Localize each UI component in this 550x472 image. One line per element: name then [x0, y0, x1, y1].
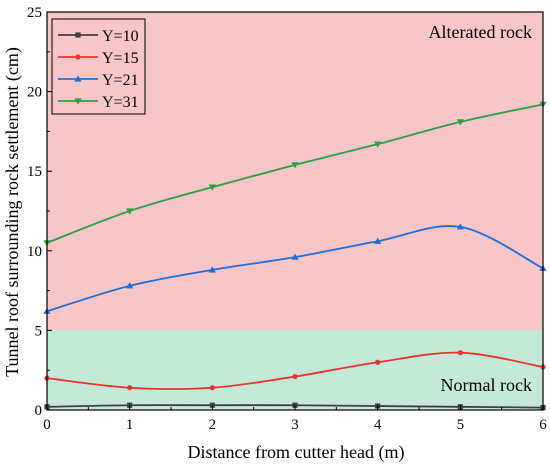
- tick-labels: 0 1 2 3 4 5 6 0 5 10 15 20 25: [27, 5, 547, 433]
- legend-item: Y=21: [58, 72, 139, 89]
- y-tick-label: 0: [35, 403, 43, 419]
- legend-label: Y=31: [102, 94, 139, 111]
- axes: [46, 11, 544, 411]
- data-point: [291, 253, 299, 260]
- y-tick-label: 10: [27, 244, 42, 260]
- data-point: [208, 184, 216, 191]
- y-tick-label: 15: [27, 164, 42, 180]
- data-point: [374, 237, 382, 244]
- x-axis-title: Distance from cutter head (m): [188, 442, 405, 463]
- legend-marker: [74, 75, 82, 82]
- y-tick-label: 25: [27, 5, 42, 21]
- y-axis-title: Tunnel roof surrounding rock settlement …: [2, 47, 23, 377]
- legend-label: Y=15: [102, 50, 139, 67]
- data-point: [456, 223, 464, 230]
- data-point: [291, 162, 299, 169]
- legend-item: Y=10: [58, 28, 139, 45]
- y-tick-label: 5: [35, 323, 43, 339]
- legend: Y=10 Y=15 Y=21 Y=31: [51, 18, 146, 115]
- region-alterated-rock: [47, 12, 543, 331]
- legend-item: Y=15: [58, 50, 139, 67]
- data-point: [457, 350, 463, 356]
- series-y-15: [44, 350, 546, 391]
- legend-marker: [75, 32, 81, 38]
- legend-marker: [74, 98, 82, 105]
- data-point: [374, 141, 382, 148]
- x-tick-label: 6: [539, 417, 547, 433]
- region-normal-rock: [47, 330, 543, 410]
- legend-label: Y=21: [102, 72, 139, 89]
- legend-box: [51, 18, 146, 115]
- region-backgrounds: [47, 12, 543, 410]
- x-tick-label: 5: [457, 417, 465, 433]
- legend-marker: [75, 54, 81, 60]
- x-tick-label: 0: [43, 417, 51, 433]
- data-point: [126, 282, 134, 289]
- x-tick-label: 2: [209, 417, 217, 433]
- data-point: [375, 359, 381, 365]
- x-tick-label: 3: [291, 417, 299, 433]
- legend-label: Y=10: [102, 28, 139, 45]
- y-tick-label: 20: [27, 85, 42, 101]
- x-tick-label: 4: [374, 417, 382, 433]
- x-tick-label: 1: [126, 417, 134, 433]
- data-point: [208, 266, 216, 273]
- data-point: [127, 385, 133, 391]
- legend-item: Y=31: [58, 94, 139, 111]
- data-point: [126, 208, 134, 215]
- region-label-alterated-rock: Alterated rock: [429, 22, 532, 42]
- series-y-31: [43, 101, 547, 247]
- data-point: [209, 385, 215, 391]
- data-point: [456, 119, 464, 126]
- data-point: [292, 373, 298, 380]
- region-label-normal-rock: Normal rock: [441, 375, 532, 395]
